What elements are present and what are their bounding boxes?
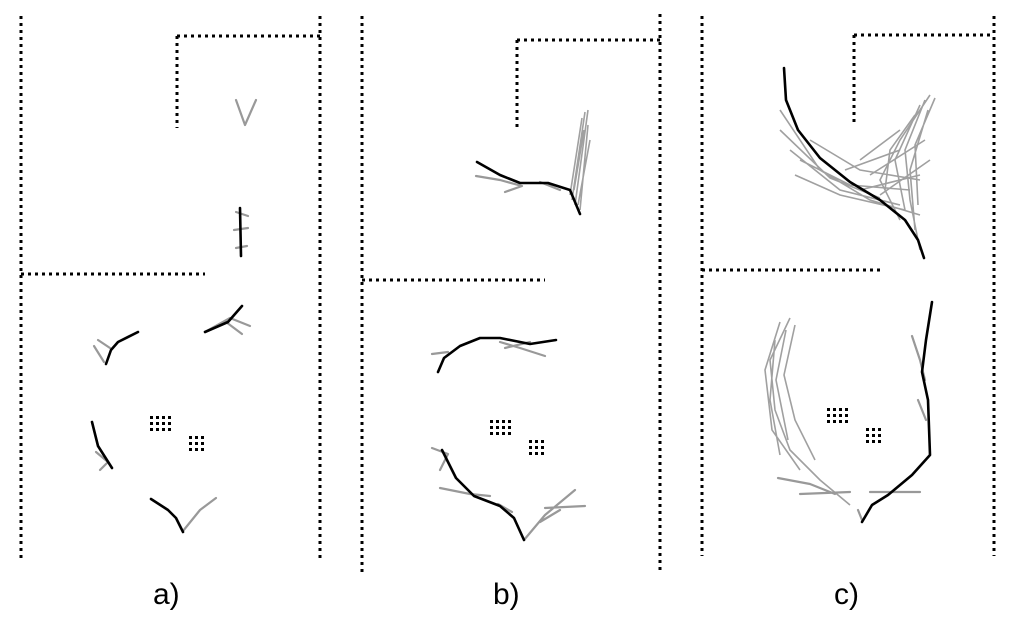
panel-c-label: c) xyxy=(834,578,859,611)
panel-a-walls xyxy=(19,16,322,560)
panel-c-primary-paths xyxy=(782,66,934,524)
panel-b-markers xyxy=(490,420,544,455)
panel-c-walls xyxy=(700,16,996,556)
panel-b-label: b) xyxy=(493,578,520,611)
panel-a: a) xyxy=(19,16,322,611)
panel-a-primary-paths xyxy=(90,206,244,534)
panel-c-markers xyxy=(827,408,881,443)
panel-a-secondary-paths xyxy=(92,98,258,533)
panel-c-secondary-paths xyxy=(764,94,936,522)
panel-a-label: a) xyxy=(153,578,180,611)
panel-b-walls xyxy=(360,14,662,572)
panel-c: c) xyxy=(700,16,996,611)
panel-b-primary-paths xyxy=(436,160,582,542)
panel-b: b) xyxy=(360,14,662,611)
panel-a-markers xyxy=(150,416,204,451)
